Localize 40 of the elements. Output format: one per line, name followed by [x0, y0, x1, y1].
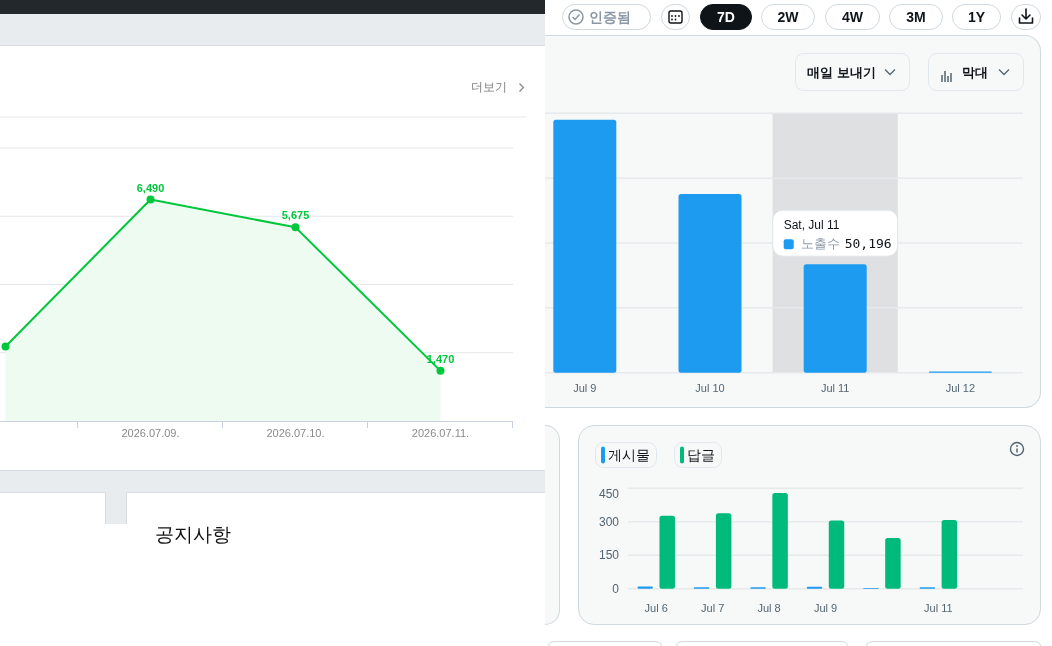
- x-tick-label: Jul 9: [813, 602, 838, 614]
- y-tick-label: 150: [598, 548, 620, 563]
- point: [1, 342, 10, 351]
- x-tick-label: Jul 6: [644, 602, 668, 614]
- text: 7D: [717, 9, 735, 25]
- y-tick-label: 0: [612, 581, 620, 596]
- y-tick-label: 450: [598, 487, 620, 502]
- text: 더보기: [471, 80, 507, 94]
- text: 인증됨: [589, 9, 631, 25]
- legend-label: 노출수: [800, 236, 840, 252]
- point: [146, 195, 155, 204]
- annotation: Sat, Jul 11: [783, 218, 840, 233]
- x-tick-label: Jul 11: [924, 602, 953, 614]
- text: 1Y: [967, 9, 986, 25]
- legend-label: 게시물: [608, 447, 650, 463]
- bar: [553, 119, 617, 373]
- point: [436, 366, 445, 375]
- point: [291, 223, 300, 232]
- x-tick-label: 2026.07.10.: [266, 427, 325, 439]
- data-label: 6,490: [136, 181, 165, 194]
- x-tick-label: Jul 12: [945, 382, 976, 394]
- bar: [803, 264, 867, 373]
- y-tick-label: 300: [598, 514, 620, 529]
- x-tick-label: Jul 9: [573, 382, 597, 394]
- data-label: 50,196: [844, 236, 892, 252]
- text: 4W: [842, 9, 864, 25]
- legend-label: 답글: [687, 447, 715, 463]
- x-tick-label: 2026.07.11.: [411, 427, 470, 439]
- bar: [678, 193, 742, 373]
- x-tick-label: Jul 8: [757, 602, 781, 614]
- x-tick-label: Jul 10: [695, 382, 725, 394]
- text: 공지사항: [155, 524, 231, 545]
- text: 매일 보내기: [807, 65, 876, 80]
- x-tick-label: Jul 7: [701, 602, 725, 614]
- text: 2W: [777, 9, 800, 25]
- text: 3M: [906, 9, 926, 25]
- data-label: 5,675: [281, 209, 310, 222]
- x-tick-label: 2026.07.09.: [121, 427, 180, 439]
- text: 막대: [962, 65, 988, 80]
- x-tick-label: Jul 11: [820, 382, 850, 394]
